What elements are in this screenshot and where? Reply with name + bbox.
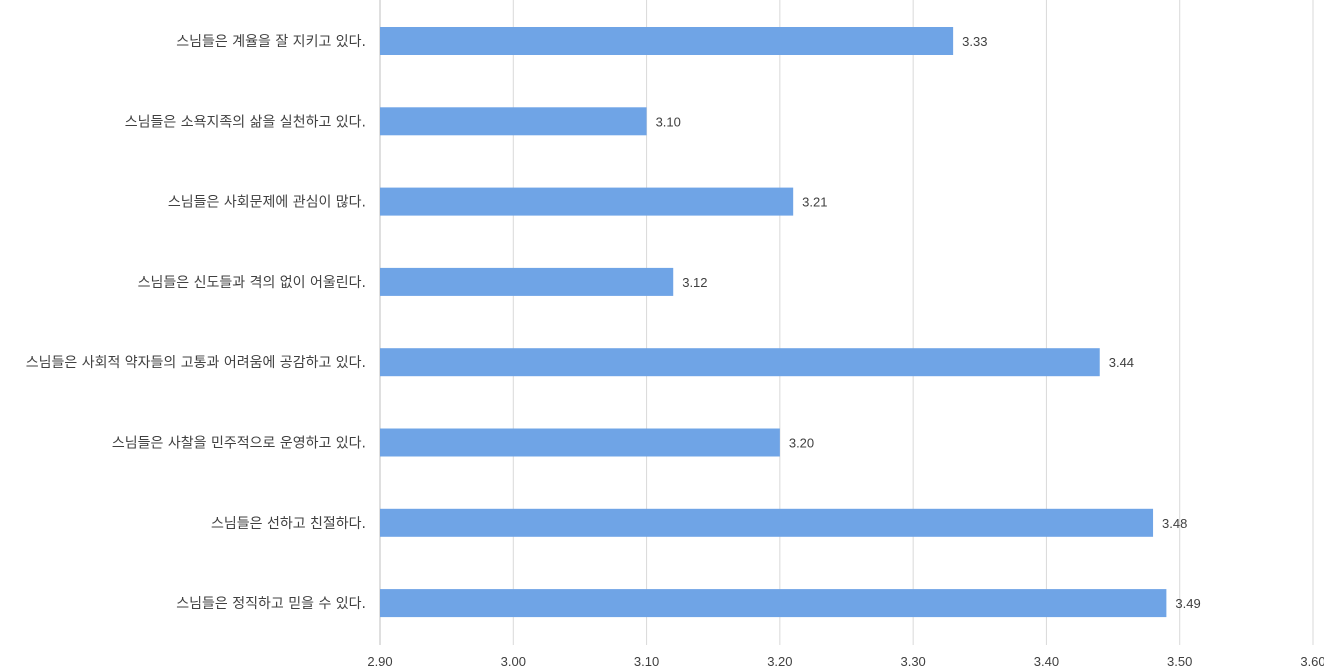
value-label: 3.48	[1162, 516, 1187, 531]
bar	[380, 508, 1154, 537]
bar	[380, 107, 647, 136]
x-tick-label: 3.50	[1167, 654, 1192, 669]
value-label: 3.33	[962, 34, 987, 49]
x-tick-label: 2.90	[367, 654, 392, 669]
bar	[380, 428, 780, 457]
x-tick-label: 3.60	[1300, 654, 1324, 669]
category-label: 스님들은 소욕지족의 삶을 실천하고 있다.	[125, 114, 366, 130]
x-tick-label: 3.40	[1034, 654, 1059, 669]
value-label: 3.49	[1175, 596, 1200, 611]
bars	[380, 27, 1167, 618]
value-label: 3.21	[802, 195, 827, 210]
x-tick-label: 3.10	[634, 654, 659, 669]
x-tick-label: 3.00	[501, 654, 526, 669]
bar	[380, 348, 1100, 377]
category-label: 스님들은 사회적 약자들의 고통과 어려움에 공감하고 있다.	[26, 355, 366, 371]
category-label: 스님들은 계율을 잘 지키고 있다.	[176, 34, 366, 50]
category-labels: 스님들은 계율을 잘 지키고 있다. 스님들은 소욕지족의 삶을 실천하고 있다.…	[26, 34, 366, 612]
x-axis-ticks: 2.90 3.00 3.10 3.20 3.30 3.40 3.50 3.60	[367, 654, 1324, 669]
value-label: 3.10	[656, 114, 681, 129]
bar	[380, 589, 1167, 618]
bar	[380, 27, 954, 55]
x-tick-label: 3.20	[767, 654, 792, 669]
value-labels: 3.33 3.10 3.21 3.12 3.44 3.20 3.48 3.49	[656, 34, 1201, 611]
bar	[380, 267, 674, 296]
bar	[380, 187, 794, 216]
value-label: 3.44	[1109, 355, 1134, 370]
category-label: 스님들은 신도들과 격의 없이 어울린다.	[138, 275, 366, 291]
value-label: 3.20	[789, 436, 814, 451]
category-label: 스님들은 정직하고 믿을 수 있다.	[176, 596, 366, 612]
category-label: 스님들은 사회문제에 관심이 많다.	[168, 195, 366, 211]
gridlines	[379, 0, 1314, 645]
x-tick-label: 3.30	[900, 654, 925, 669]
category-label: 스님들은 선하고 친절하다.	[211, 516, 366, 532]
value-label: 3.12	[682, 275, 707, 290]
category-label: 스님들은 사찰을 민주적으로 운영하고 있다.	[112, 436, 366, 452]
